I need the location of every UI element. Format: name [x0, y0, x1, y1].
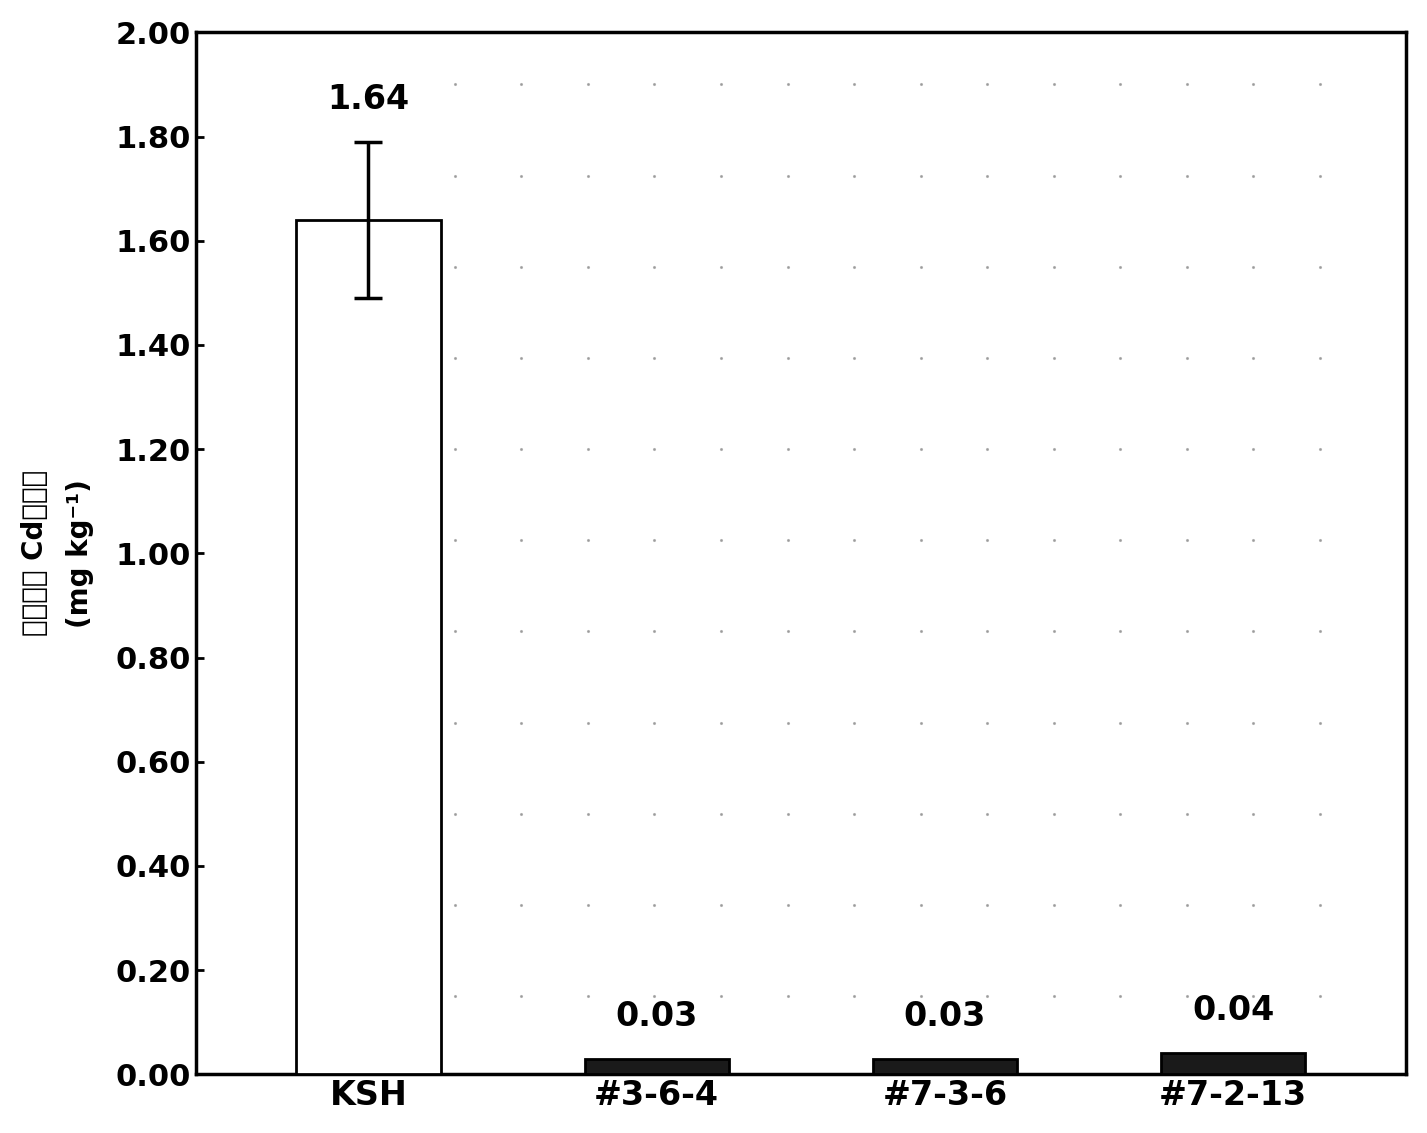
Bar — [585, 1058, 729, 1074]
Text: 1.64: 1.64 — [327, 83, 410, 116]
Text: 0.04: 0.04 — [1192, 995, 1274, 1028]
Y-axis label: 精米中的 Cd镞浓度
(mg kg⁻¹): 精米中的 Cd镞浓度 (mg kg⁻¹) — [21, 470, 94, 637]
Text: 0.03: 0.03 — [615, 999, 698, 1032]
Text: 0.03: 0.03 — [903, 999, 986, 1032]
Bar — [1162, 1054, 1306, 1074]
Bar — [873, 1058, 1017, 1074]
Bar — [297, 220, 441, 1074]
